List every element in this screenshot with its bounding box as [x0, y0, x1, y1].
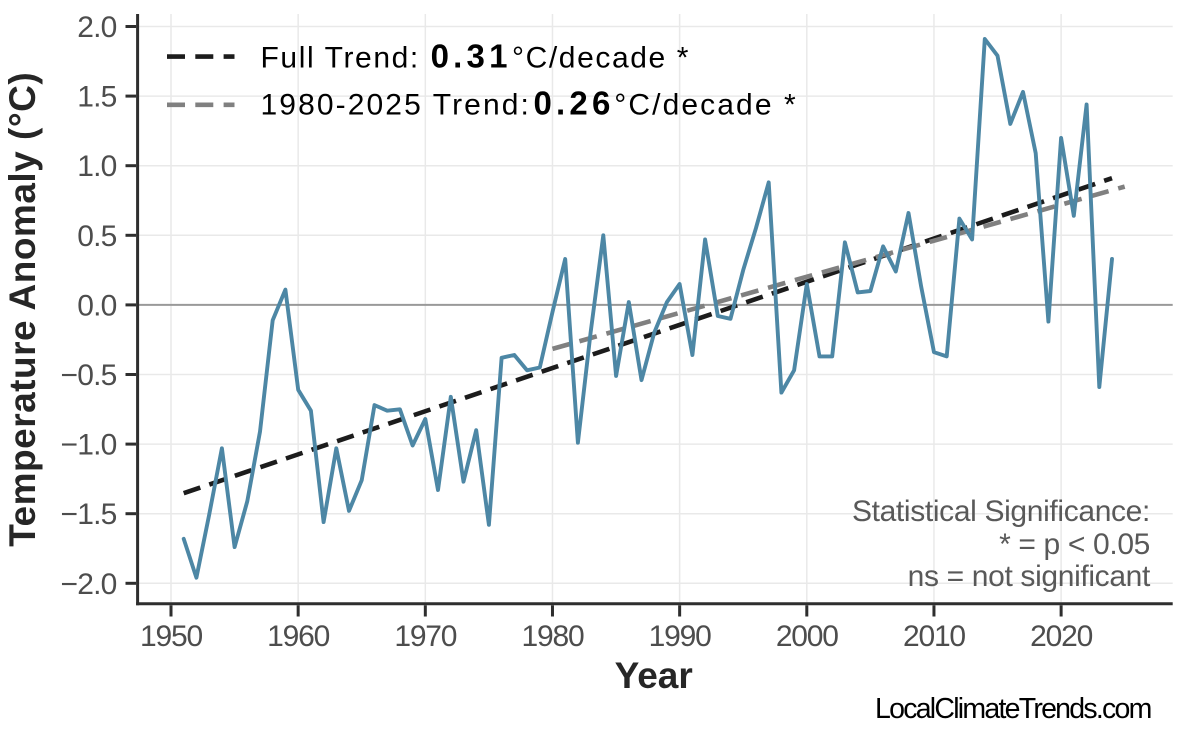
svg-text:−0.5: −0.5: [60, 359, 116, 392]
svg-text:ns = not significant: ns = not significant: [908, 560, 1151, 593]
svg-text:1950: 1950: [140, 620, 202, 653]
svg-text:Full Trend:: Full Trend:: [261, 41, 420, 74]
svg-text:1990: 1990: [649, 620, 711, 653]
svg-text:2020: 2020: [1030, 620, 1092, 653]
svg-text:1.0: 1.0: [77, 150, 116, 183]
svg-text:* = p < 0.05: * = p < 0.05: [999, 528, 1150, 561]
svg-text:−1.0: −1.0: [60, 429, 116, 462]
svg-text:Temperature Anomaly (°C): Temperature Anomaly (°C): [2, 72, 43, 547]
svg-text:Statistical Significance:: Statistical Significance:: [852, 495, 1150, 528]
svg-text:Year: Year: [615, 655, 693, 696]
svg-text:2010: 2010: [903, 620, 965, 653]
svg-text:2000: 2000: [776, 620, 838, 653]
svg-text:°C/decade *: °C/decade *: [614, 89, 798, 122]
svg-text:1980-2025 Trend:: 1980-2025 Trend:: [261, 89, 531, 122]
svg-text:0.0: 0.0: [77, 289, 116, 322]
svg-text:−2.0: −2.0: [60, 568, 116, 601]
svg-text:°C/decade *: °C/decade *: [512, 41, 690, 74]
svg-text:−1.5: −1.5: [60, 498, 116, 531]
svg-text:1980: 1980: [522, 620, 584, 653]
svg-text:0.5: 0.5: [77, 220, 116, 253]
svg-text:0.31: 0.31: [431, 37, 512, 74]
svg-text:1960: 1960: [267, 620, 329, 653]
svg-text:LocalClimateTrends.com: LocalClimateTrends.com: [875, 693, 1151, 725]
svg-text:2.0: 2.0: [77, 11, 116, 44]
svg-text:1.5: 1.5: [77, 81, 116, 114]
svg-text:0.26: 0.26: [534, 85, 615, 122]
svg-text:1970: 1970: [394, 620, 456, 653]
